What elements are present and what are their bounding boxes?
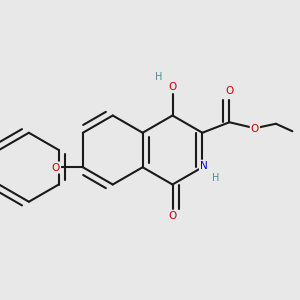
Text: O: O <box>168 211 177 221</box>
Text: O: O <box>251 124 259 134</box>
Text: O: O <box>225 86 233 96</box>
Text: O: O <box>52 163 60 172</box>
Text: N: N <box>200 161 208 171</box>
Text: H: H <box>155 72 163 82</box>
Text: O: O <box>168 82 177 92</box>
Text: H: H <box>212 173 220 183</box>
